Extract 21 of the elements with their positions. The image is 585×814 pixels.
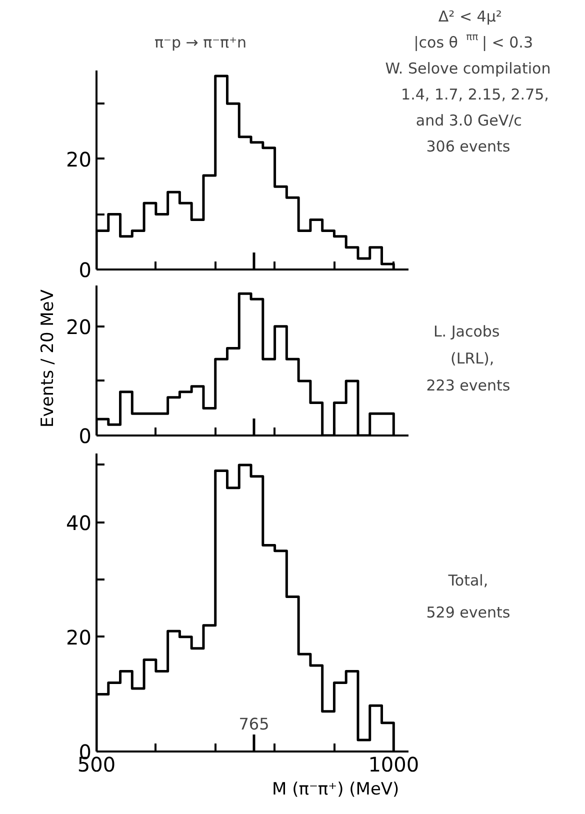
text: Δ² < 4μ² (438, 8, 502, 26)
text: 223 events (426, 376, 510, 394)
chart-title: π⁻p → π⁻π⁺n (154, 34, 246, 52)
annotation: W. Selove compilation (385, 60, 551, 78)
y-tick-label: 0 (78, 258, 92, 282)
y-tick-label: 20 (66, 314, 92, 339)
text: (LRL), (450, 350, 494, 368)
text: 529 events (426, 604, 510, 622)
text: 306 events (426, 138, 510, 156)
y-tick-label: 20 (66, 147, 92, 172)
ref-line-label: 765 (238, 714, 270, 734)
text: Total, (447, 572, 488, 590)
text: L. Jacobs (433, 322, 500, 340)
annotation: 1.4, 1.7, 2.15, 2.75, (401, 86, 549, 104)
y-axis-title: Events / 20 MeV (38, 289, 58, 428)
y-tick-label: 40 (66, 510, 92, 535)
x-axis-title: M (π⁻π⁺) (MeV) (272, 780, 400, 800)
y-tick-label: 0 (78, 424, 92, 448)
y-tick-label: 20 (66, 625, 92, 650)
x-tick-label: 1000 (368, 752, 420, 776)
text: and 3.0 GeV/c (416, 112, 522, 130)
